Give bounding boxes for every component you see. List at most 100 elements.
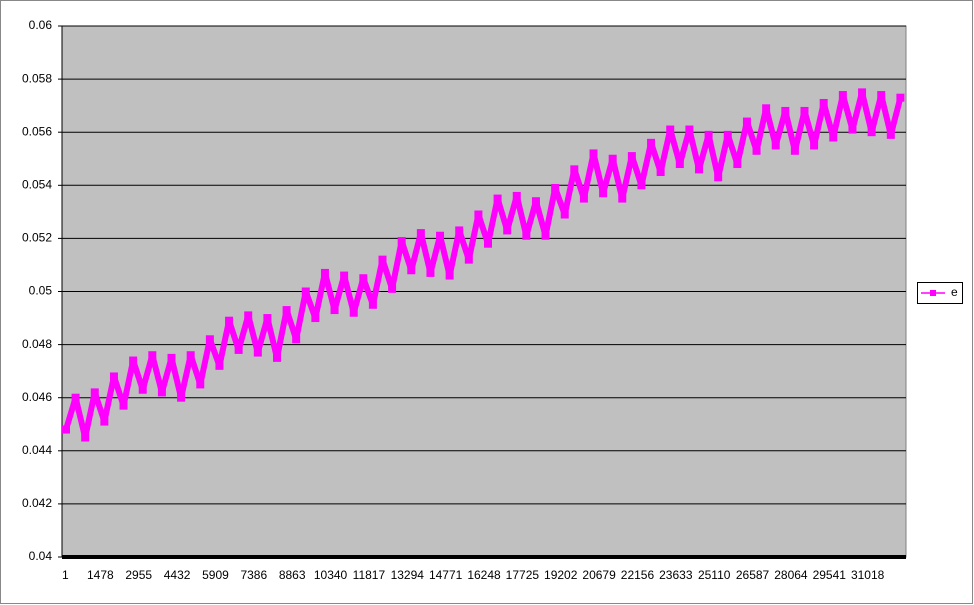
marker	[704, 130, 713, 139]
marker	[330, 306, 339, 315]
marker	[81, 433, 90, 442]
marker	[407, 266, 416, 275]
x-tick-label: 28064	[774, 568, 808, 582]
marker	[349, 308, 358, 317]
x-tick-label: 19202	[544, 568, 578, 582]
marker	[800, 106, 809, 115]
marker	[886, 130, 895, 139]
legend-label: e	[951, 285, 958, 299]
y-tick-label: 0.04	[29, 549, 53, 563]
x-tick-label: 26587	[736, 568, 770, 582]
marker	[752, 146, 761, 155]
marker	[474, 210, 483, 219]
marker	[560, 210, 569, 219]
marker	[148, 351, 157, 360]
marker	[455, 226, 464, 235]
legend: e	[917, 282, 963, 304]
y-tick-label: 0.052	[22, 231, 52, 245]
marker	[627, 152, 636, 161]
marker	[819, 98, 828, 107]
marker	[301, 287, 310, 296]
marker	[541, 231, 550, 240]
marker	[359, 274, 368, 283]
x-tick-label: 11817	[353, 568, 386, 582]
marker	[282, 306, 291, 315]
marker	[426, 268, 435, 277]
marker	[157, 388, 166, 397]
marker	[503, 226, 512, 235]
marker	[781, 106, 790, 115]
marker	[838, 91, 847, 100]
marker	[215, 361, 224, 370]
marker	[762, 104, 771, 113]
marker	[464, 255, 473, 264]
marker	[512, 191, 521, 200]
marker	[608, 154, 617, 163]
marker	[867, 128, 876, 137]
x-tick-label: 23633	[659, 568, 693, 582]
marker	[119, 401, 128, 410]
marker	[397, 237, 406, 246]
marker	[109, 372, 118, 381]
x-tick-label: 2955	[125, 568, 152, 582]
marker	[129, 356, 138, 365]
marker	[723, 130, 732, 139]
marker	[244, 311, 253, 320]
y-tick-label: 0.048	[22, 337, 52, 351]
marker	[829, 133, 838, 142]
y-tick-label: 0.044	[22, 443, 52, 457]
y-tick-label: 0.056	[22, 124, 52, 138]
marker	[685, 125, 694, 134]
x-tick-label: 17725	[506, 568, 540, 582]
marker	[292, 335, 301, 344]
marker	[263, 314, 272, 323]
y-tick-label: 0.042	[22, 496, 52, 510]
marker	[388, 284, 397, 293]
y-tick-label: 0.058	[22, 71, 52, 85]
marker	[896, 93, 905, 102]
x-tick-label: 16248	[467, 568, 501, 582]
y-tick-label: 0.06	[29, 18, 53, 32]
marker	[733, 160, 742, 169]
y-tick-label: 0.054	[22, 177, 52, 191]
x-tick-label: 7386	[240, 568, 267, 582]
marker	[742, 117, 751, 126]
marker	[647, 138, 656, 147]
x-tick-label: 31018	[851, 568, 885, 582]
x-tick-label: 1	[62, 568, 69, 582]
marker	[62, 425, 70, 434]
marker	[177, 393, 186, 402]
marker	[378, 255, 387, 264]
marker	[493, 194, 502, 203]
marker	[858, 88, 867, 97]
x-tick-label: 20679	[582, 568, 616, 582]
x-tick-label: 10340	[314, 568, 348, 582]
marker	[186, 351, 195, 360]
x-tick-label: 29541	[813, 568, 847, 582]
legend-marker	[930, 290, 936, 296]
marker	[320, 268, 329, 277]
marker	[484, 239, 492, 248]
series-line	[63, 89, 904, 441]
x-tick-label: 8863	[279, 568, 306, 582]
marker	[714, 173, 723, 182]
marker	[810, 141, 819, 150]
x-tick-label: 5909	[202, 568, 229, 582]
marker	[637, 181, 646, 190]
x-tick-label: 22156	[621, 568, 655, 582]
marker	[589, 149, 598, 158]
marker	[551, 183, 560, 192]
marker	[445, 271, 454, 280]
marker	[531, 197, 540, 206]
marker	[436, 231, 445, 240]
marker	[656, 168, 665, 177]
x-tick-label: 14771	[429, 568, 463, 582]
marker	[205, 335, 214, 344]
marker	[675, 160, 684, 169]
marker	[100, 417, 109, 426]
marker	[225, 316, 234, 325]
marker	[522, 231, 531, 240]
marker	[311, 314, 320, 323]
marker	[666, 125, 675, 134]
marker	[234, 345, 243, 354]
